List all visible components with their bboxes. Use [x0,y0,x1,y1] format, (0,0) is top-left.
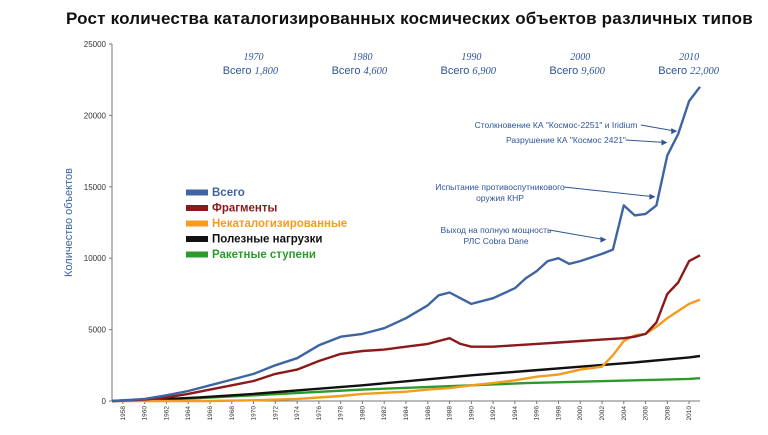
decade-total-label: Всего [332,65,361,77]
x-tick-label: 2002 [599,406,606,421]
legend-swatch [186,205,208,211]
x-tick-label: 1988 [447,406,454,421]
legend-label: Некаталогизированные [212,218,347,230]
decade-total-value: 9,600 [581,66,605,77]
decade-total-value: 4,600 [363,66,387,77]
x-tick-label: 1978 [338,406,345,421]
legend-label: Фрагменты [212,203,278,215]
y-tick-label: 25000 [84,40,107,49]
decade-year: 1990 [461,52,481,63]
series-lines [111,86,701,403]
annotation-text: РЛС Cobra Dane [463,236,528,246]
x-tick-label: 2004 [621,406,628,421]
x-tick-label: 1970 [251,406,258,421]
decade-total-value: 1,800 [255,66,279,77]
annotations: Столкновение КА "Космос-2251" и Iridium Р… [435,120,678,246]
y-tick-label: 5000 [88,326,106,335]
x-tick-label: 1990 [468,406,475,421]
x-tick-label: 1998 [555,406,562,421]
annotation-text: Столкновение КА "Космос-2251" и Iridium [475,120,638,130]
decade-year: 2010 [679,52,699,63]
annotation-arrowhead [671,128,678,135]
legend-swatch [186,189,208,196]
x-tick-label: 1962 [163,406,170,421]
x-tick-label: 1992 [490,406,497,421]
y-tick-label: 10000 [84,254,107,263]
x-tick-label: 1980 [359,406,366,421]
decade-year: 1980 [352,52,372,63]
series-line-3 [111,354,701,403]
decade-total-value: 22,000 [690,66,720,77]
legend-swatch [186,251,208,258]
annotation-arrowhead [661,139,668,146]
decade-total-label: Всего [549,65,578,77]
x-tick-label: 2000 [577,406,584,421]
x-tick-label: 2010 [686,406,693,421]
x-tick-label: 2008 [664,406,671,421]
y-tick-label: 15000 [84,183,107,192]
legend-swatch [186,236,208,242]
x-tick-label: 1974 [294,406,301,421]
annotation-text: Выход на полную мощность [441,225,552,235]
annotation-text: Разрушение КА "Космос 2421" [506,135,626,145]
legend-label: Полезные нагрузки [212,234,322,246]
x-tick-label: 1994 [512,406,519,421]
x-tick-label: 1960 [142,406,149,421]
decade-total-label: Всего [658,65,687,77]
series-line-0 [111,86,701,403]
annotation-arrowhead [649,193,656,200]
x-tick-label: 1972 [272,406,279,421]
series-line-2 [112,298,701,403]
x-tick-label: 2006 [643,406,650,421]
x-tick-label: 1986 [425,406,432,421]
decade-total-value: 6,900 [472,66,496,77]
y-axis-title: Количество объектов [63,168,75,277]
y-tick-label: 0 [102,397,107,406]
decade-total-label: Всего [223,65,252,77]
x-tick-label: 1958 [120,406,127,421]
x-tick-label: 1976 [316,406,323,421]
x-tick-label: 1968 [229,406,236,421]
series-line-1 [111,254,701,403]
axes: 0 5000 10000 15000 20000 25000 1958 1960 1962 196… [63,40,700,420]
y-tick-label: 20000 [84,111,107,120]
chart-title: Рост количества каталогизированных косми… [66,9,753,28]
annotation-text: оружия КНР [476,193,524,203]
annotation-pointer [563,186,654,198]
x-tick-label: 1966 [207,406,214,421]
annotation-pointer [625,139,666,144]
x-tick-label: 1996 [534,406,541,421]
decade-year: 2000 [570,52,590,63]
legend: Всего Фрагменты Некаталогизированные Полезн… [186,187,347,261]
legend-swatch [186,220,208,227]
legend-label: Ракетные ступени [212,249,316,261]
decade-total-label: Всего [440,65,469,77]
annotation-arrowhead [600,236,607,243]
x-tick-label: 1984 [403,406,410,421]
annotation-pointer [549,229,605,241]
x-tick-label: 1964 [185,406,192,421]
decade-year: 1970 [244,52,264,63]
x-tick-label: 1982 [381,406,388,421]
annotation-text: Испытание противоспутникового [435,182,565,192]
legend-label: Всего [212,187,245,199]
annotation-pointer [640,124,676,132]
